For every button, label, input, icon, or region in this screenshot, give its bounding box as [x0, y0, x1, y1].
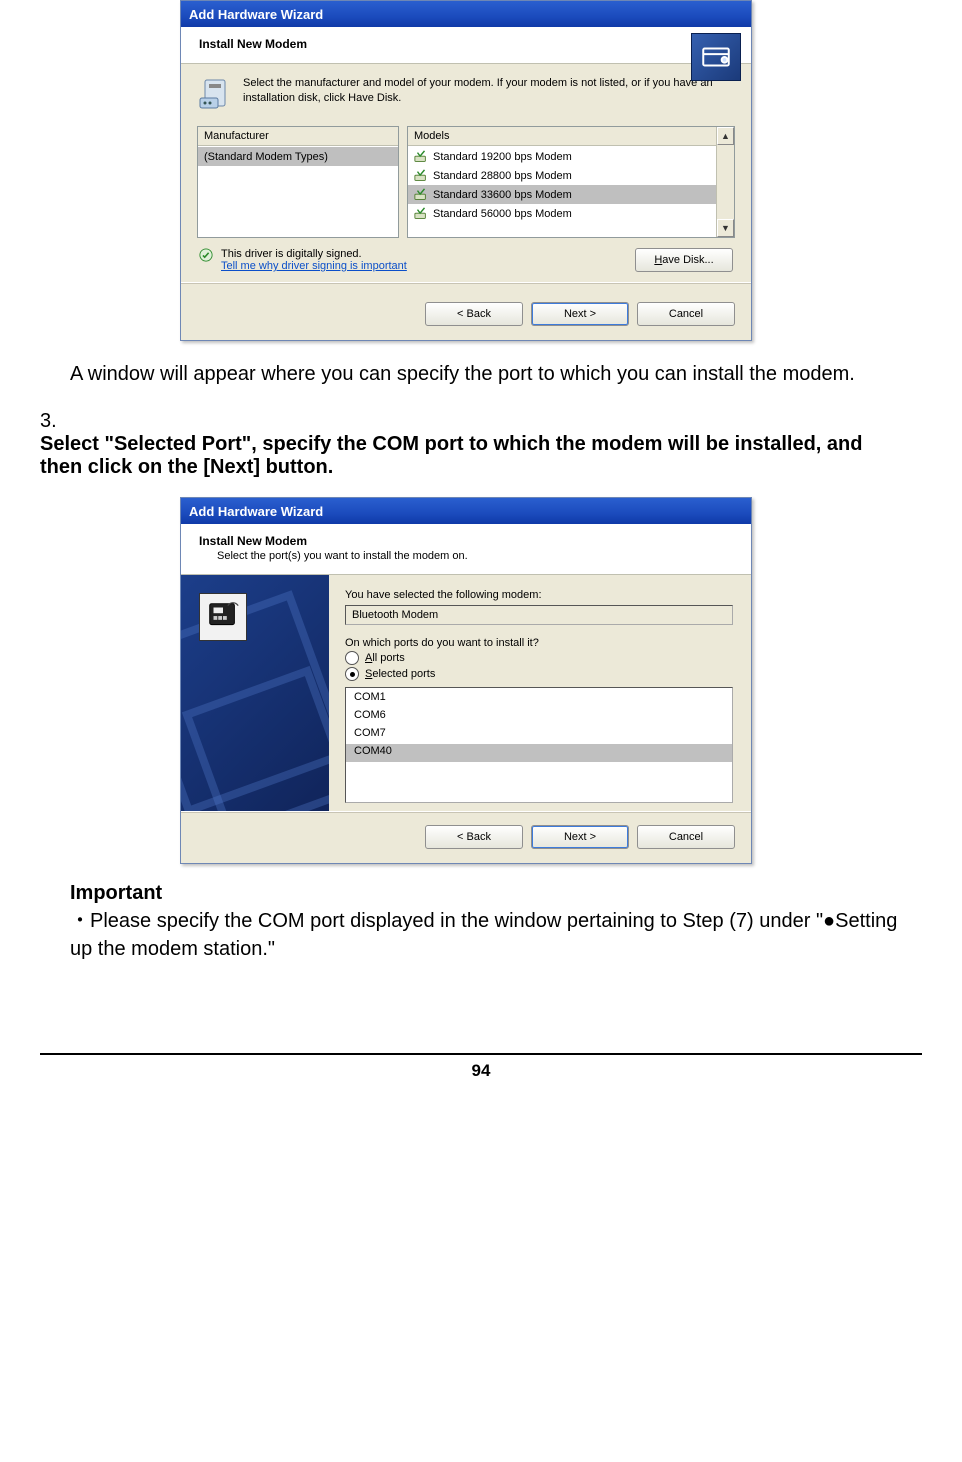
cancel-button[interactable]: Cancel: [637, 825, 735, 849]
wizard-header-icon: [691, 33, 741, 81]
modem-item-icon: [414, 207, 428, 221]
have-disk-button[interactable]: Have Disk... Have Disk...: [635, 248, 733, 272]
cancel-button[interactable]: Cancel: [637, 302, 735, 326]
modem-item-icon: [414, 188, 428, 202]
wizard-header-title: Install New Modem: [199, 534, 739, 548]
window-title: Add Hardware Wizard: [189, 7, 323, 22]
instruction-text: Select the manufacturer and model of you…: [243, 76, 735, 112]
ports-listbox[interactable]: COM1COM6COM7COM40: [345, 687, 733, 803]
radio-icon: [345, 667, 359, 681]
models-listbox[interactable]: Models Standard 19200 bps ModemStandard …: [407, 126, 735, 238]
step-text: Select "Selected Port", specify the COM …: [40, 433, 900, 479]
wizard-sidebar-graphic: [181, 575, 329, 811]
port-item[interactable]: COM1: [346, 690, 732, 708]
titlebar[interactable]: Add Hardware Wizard: [181, 1, 751, 27]
models-header: Models: [408, 127, 716, 146]
signing-info-link[interactable]: Tell me why driver signing is important: [221, 260, 407, 272]
model-item[interactable]: Standard 19200 bps Modem: [408, 147, 716, 166]
scrollbar[interactable]: ▲ ▼: [716, 127, 734, 237]
selected-modem-label: You have selected the following modem:: [345, 589, 733, 601]
back-button[interactable]: < Back: [425, 302, 523, 326]
dialog-body: You have selected the following modem: B…: [181, 575, 751, 811]
wizard-footer: < Back Next > Cancel: [181, 290, 751, 340]
add-hardware-wizard-dialog-1: Add Hardware Wizard Install New Modem: [180, 0, 752, 341]
manufacturer-listbox[interactable]: Manufacturer (Standard Modem Types): [197, 126, 399, 238]
wizard-header-sub: Select the port(s) you want to install t…: [199, 548, 739, 562]
scroll-down-button[interactable]: ▼: [717, 219, 734, 237]
dialog-body: Select the manufacturer and model of you…: [181, 64, 751, 290]
signed-text: This driver is digitally signed.: [221, 248, 407, 260]
radio-all-ports[interactable]: All ports: [345, 651, 733, 665]
doc-step-3: 3. Select "Selected Port", specify the C…: [40, 410, 922, 479]
selected-modem-value: Bluetooth Modem: [345, 605, 733, 625]
port-item[interactable]: COM7: [346, 726, 732, 744]
modem-item-icon: [414, 169, 428, 183]
model-item[interactable]: Standard 28800 bps Modem: [408, 166, 716, 185]
radio-icon: [345, 651, 359, 665]
wizard-footer: < Back Next > Cancel: [181, 813, 751, 863]
model-item[interactable]: Standard 33600 bps Modem: [408, 185, 716, 204]
radio-selected-ports[interactable]: Selected ports: [345, 667, 733, 681]
modem-icon: [199, 593, 247, 641]
signed-icon: [199, 248, 213, 265]
page-number: 94: [40, 1053, 922, 1081]
ports-question: On which ports do you want to install it…: [345, 637, 733, 649]
modem-item-icon: [414, 150, 428, 164]
doc-paragraph: A window will appear where you can speci…: [70, 361, 922, 388]
important-note: Important ・Please specify the COM port d…: [70, 882, 922, 963]
important-body: ・Please specify the COM port displayed i…: [70, 907, 922, 963]
instruction-icon: [197, 76, 233, 112]
next-button[interactable]: Next >: [531, 302, 629, 326]
wizard-header: Install New Modem: [181, 27, 751, 64]
wizard-header-title: Install New Modem: [199, 37, 739, 51]
model-item[interactable]: Standard 56000 bps Modem: [408, 204, 716, 223]
wizard-header: Install New Modem Select the port(s) you…: [181, 524, 751, 575]
port-item[interactable]: COM6: [346, 708, 732, 726]
manufacturer-header: Manufacturer: [198, 127, 398, 146]
next-button[interactable]: Next >: [531, 825, 629, 849]
add-hardware-wizard-dialog-2: Add Hardware Wizard Install New Modem Se…: [180, 497, 752, 864]
step-number: 3.: [40, 410, 68, 433]
titlebar[interactable]: Add Hardware Wizard: [181, 498, 751, 524]
back-button[interactable]: < Back: [425, 825, 523, 849]
window-title: Add Hardware Wizard: [189, 504, 323, 519]
important-label: Important: [70, 882, 922, 905]
manufacturer-item[interactable]: (Standard Modem Types): [198, 147, 398, 166]
port-item[interactable]: COM40: [346, 744, 732, 762]
scroll-up-button[interactable]: ▲: [717, 127, 734, 145]
